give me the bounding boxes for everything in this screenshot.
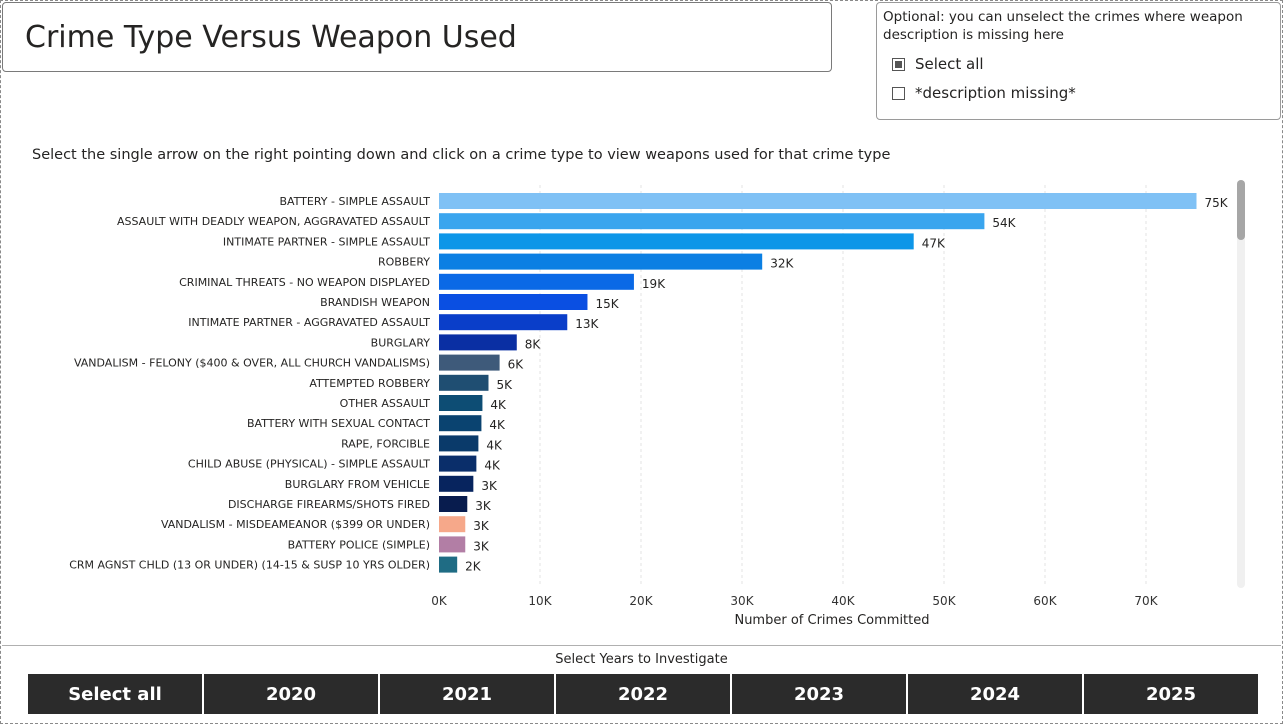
filter-option-label: Select all: [915, 55, 984, 73]
category-label[interactable]: CRIMINAL THREATS - NO WEAPON DISPLAYED: [179, 276, 430, 289]
bar[interactable]: [439, 213, 985, 230]
filter-option-description-missing[interactable]: *description missing*: [892, 84, 1076, 102]
scrollbar-thumb[interactable]: [1237, 180, 1245, 240]
category-label[interactable]: VANDALISM - FELONY ($400 & OVER, ALL CHU…: [74, 357, 430, 370]
year-button-2020[interactable]: 2020: [204, 674, 378, 714]
year-slicer: Select Years to Investigate Select all 20…: [2, 645, 1281, 722]
bar[interactable]: [439, 193, 1197, 209]
weapon-description-filter: Optional: you can unselect the crimes wh…: [876, 2, 1281, 120]
bar[interactable]: [439, 253, 763, 270]
category-label[interactable]: DISCHARGE FIREARMS/SHOTS FIRED: [228, 498, 430, 511]
filter-option-select-all[interactable]: Select all: [892, 55, 984, 73]
category-label[interactable]: BATTERY POLICE (SIMPLE): [288, 538, 430, 551]
category-label[interactable]: RAPE, FORCIBLE: [341, 437, 430, 450]
chart-instruction: Select the single arrow on the right poi…: [32, 147, 891, 163]
x-tick-label: 30K: [730, 594, 754, 608]
category-label[interactable]: CHILD ABUSE (PHYSICAL) - SIMPLE ASSAULT: [188, 458, 430, 471]
x-tick-label: 50K: [932, 594, 956, 608]
data-label: 47K: [922, 236, 946, 250]
bar[interactable]: [439, 435, 479, 452]
bar[interactable]: [439, 233, 914, 250]
year-button-2025[interactable]: 2025: [1084, 674, 1258, 714]
data-label: 4K: [490, 398, 507, 412]
category-label[interactable]: OTHER ASSAULT: [340, 397, 431, 410]
category-label[interactable]: INTIMATE PARTNER - SIMPLE ASSAULT: [223, 235, 430, 248]
data-label: 75K: [1205, 196, 1229, 210]
x-tick-label: 70K: [1134, 594, 1158, 608]
year-buttons: Select all 2020 2021 2022 2023 2024 2025: [28, 674, 1260, 714]
data-label: 13K: [575, 317, 599, 331]
category-label[interactable]: ATTEMPTED ROBBERY: [309, 377, 430, 390]
year-slicer-label: Select Years to Investigate: [555, 652, 728, 667]
bar[interactable]: [439, 273, 634, 290]
data-label: 3K: [481, 479, 498, 493]
bar[interactable]: [439, 415, 482, 432]
filter-option-label: *description missing*: [915, 84, 1076, 102]
data-label: 5K: [496, 378, 513, 392]
data-label: 4K: [484, 459, 501, 473]
bar[interactable]: [439, 334, 517, 351]
data-label: 3K: [473, 539, 490, 553]
checkbox-icon[interactable]: [892, 86, 905, 100]
x-tick-label: 10K: [528, 594, 552, 608]
x-axis-title: Number of Crimes Committed: [734, 613, 929, 628]
category-label[interactable]: VANDALISM - MISDEAMEANOR ($399 OR UNDER): [161, 518, 430, 531]
category-label[interactable]: ASSAULT WITH DEADLY WEAPON, AGGRAVATED A…: [117, 215, 430, 228]
x-tick-label: 60K: [1033, 594, 1057, 608]
bar[interactable]: [439, 496, 468, 512]
data-label: 54K: [992, 216, 1016, 230]
year-button-2022[interactable]: 2022: [556, 674, 730, 714]
category-label[interactable]: INTIMATE PARTNER - AGGRAVATED ASSAULT: [188, 316, 430, 329]
data-label: 8K: [525, 337, 542, 351]
year-button-2024[interactable]: 2024: [908, 674, 1082, 714]
page-title: Crime Type Versus Weapon Used: [25, 20, 517, 55]
category-label[interactable]: CRM AGNST CHLD (13 OR UNDER) (14-15 & SU…: [69, 559, 430, 572]
data-label: 6K: [508, 358, 525, 372]
category-label[interactable]: BURGLARY: [371, 336, 431, 349]
bar[interactable]: [439, 516, 466, 533]
checkbox-icon[interactable]: [892, 57, 905, 71]
year-button-2021[interactable]: 2021: [380, 674, 554, 714]
data-label: 15K: [595, 297, 619, 311]
year-select-all-button[interactable]: Select all: [28, 674, 202, 714]
category-label[interactable]: BURGLARY FROM VEHICLE: [285, 478, 430, 491]
category-label[interactable]: ROBBERY: [378, 256, 430, 269]
data-label: 3K: [475, 499, 492, 513]
bar[interactable]: [439, 556, 458, 573]
data-label: 4K: [486, 438, 503, 452]
data-label: 3K: [473, 519, 490, 533]
x-tick-label: 40K: [831, 594, 855, 608]
data-label: 4K: [489, 418, 506, 432]
title-card: Crime Type Versus Weapon Used: [2, 2, 832, 72]
bar[interactable]: [439, 374, 489, 391]
bar[interactable]: [439, 294, 588, 310]
bar[interactable]: [439, 536, 466, 553]
data-label: 32K: [770, 257, 794, 271]
bar[interactable]: [439, 475, 474, 492]
x-tick-label: 0K: [431, 594, 448, 608]
bar[interactable]: [439, 455, 477, 472]
category-label[interactable]: BRANDISH WEAPON: [320, 296, 430, 309]
category-label[interactable]: BATTERY WITH SEXUAL CONTACT: [247, 417, 430, 430]
category-label[interactable]: BATTERY - SIMPLE ASSAULT: [279, 195, 430, 208]
data-label: 19K: [642, 277, 666, 291]
crime-type-bar-chart: 0K 10K 20K 30K 40K 50K 60K 70K Number of Crimes …: [69, 185, 1229, 628]
bar[interactable]: [439, 314, 568, 331]
year-button-2023[interactable]: 2023: [732, 674, 906, 714]
x-tick-label: 20K: [629, 594, 653, 608]
chart-scrollbar[interactable]: [1237, 180, 1245, 588]
bar[interactable]: [439, 354, 500, 371]
bar[interactable]: [439, 395, 483, 411]
data-label: 2K: [465, 560, 482, 574]
filter-header: Optional: you can unselect the crimes wh…: [883, 9, 1243, 43]
